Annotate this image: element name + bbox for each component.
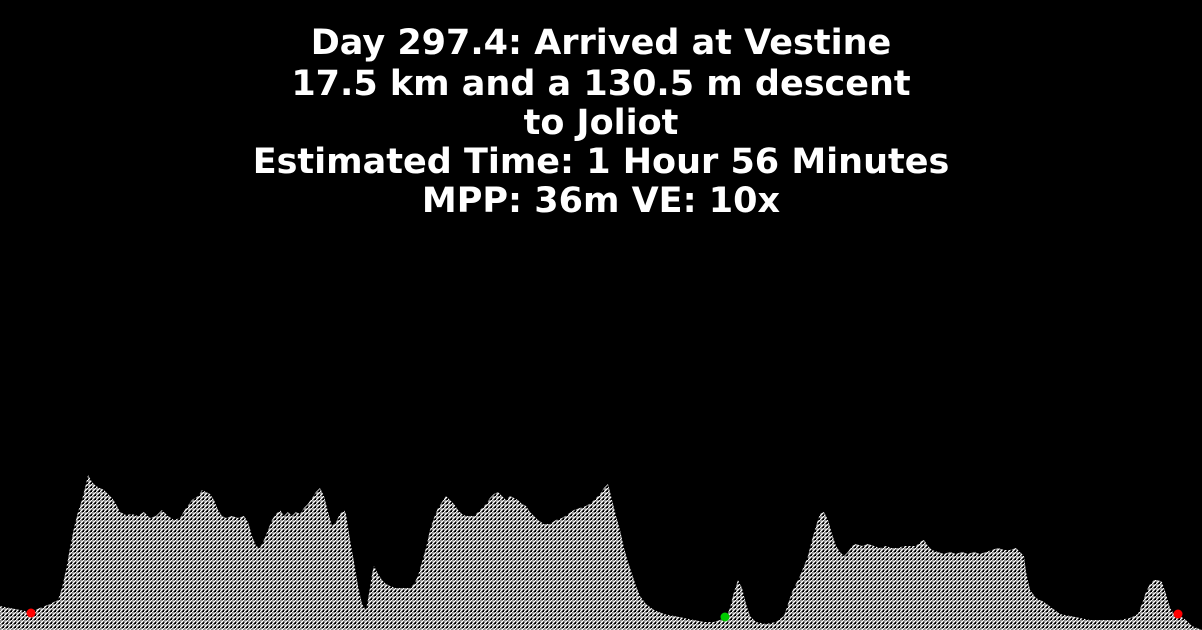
start-marker	[26, 608, 36, 618]
estimated-time-text: Estimated Time: 1 Hour 56 Minutes	[252, 142, 950, 182]
current-position-marker	[720, 612, 730, 622]
day-arrival-text: Day 297.4: Arrived at Vestine	[310, 23, 892, 63]
terrain-silhouette	[0, 475, 1202, 630]
end-marker	[1173, 609, 1183, 619]
distance-descent-text: 17.5 km and a 130.5 m descent	[291, 64, 911, 104]
scale-text: MPP: 36m VE: 10x	[421, 181, 781, 221]
route-info-header: Day 297.4: Arrived at Vestine 17.5 km an…	[0, 22, 1202, 221]
destination-text: to Joliot	[523, 103, 679, 143]
